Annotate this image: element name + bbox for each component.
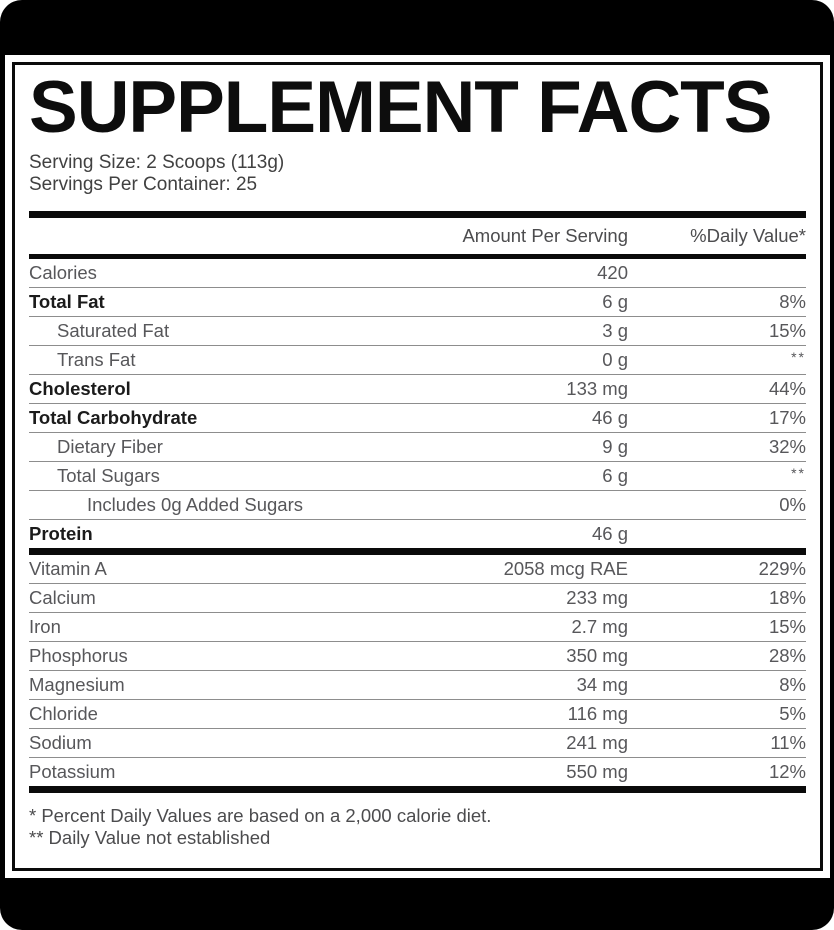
- column-header-daily-value: %Daily Value*: [690, 225, 806, 246]
- nutrient-row: Calories 420: [29, 259, 806, 288]
- nutrient-row: Total Fat 6 g 8%: [29, 288, 806, 317]
- serving-size: Serving Size: 2 Scoops (113g): [29, 152, 285, 173]
- nutrient-name: Total Sugars: [57, 465, 160, 486]
- nutrient-amount: 6 g: [602, 465, 628, 486]
- nutrient-name: Calories: [29, 262, 97, 283]
- table-header-row: Amount Per Serving %Daily Value*: [29, 218, 806, 259]
- nutrient-name: Chloride: [29, 703, 98, 724]
- nutrient-amount: 0 g: [602, 349, 628, 370]
- nutrient-name: Iron: [29, 616, 61, 637]
- nutrient-daily-value: 15%: [768, 616, 806, 637]
- nutrient-amount: 420: [597, 262, 628, 283]
- nutrient-amount: 116 mg: [567, 703, 628, 724]
- nutrient-name: Phosphorus: [29, 645, 128, 666]
- nutrient-name: Total Fat: [29, 291, 105, 312]
- nutrient-amount: 3 g: [602, 320, 628, 341]
- panel-border: SUPPLEMENT FACTS Serving Size: 2 Scoops …: [12, 62, 823, 871]
- nutrient-daily-value: 5%: [779, 703, 806, 724]
- panel-title: SUPPLEMENT FACTS: [29, 67, 772, 148]
- nutrient-daily-value: 15%: [768, 320, 806, 341]
- nutrient-name: Protein: [29, 523, 93, 544]
- nutrient-amount: 46 g: [591, 407, 628, 428]
- nutrient-daily-value: 0%: [779, 494, 806, 515]
- nutrient-name: Potassium: [29, 761, 116, 782]
- nutrient-amount: 241 mg: [566, 732, 628, 753]
- nutrient-daily-value: **: [791, 465, 806, 481]
- nutrient-amount: 9 g: [602, 436, 628, 457]
- nutrient-row: Magnesium 34 mg 8%: [29, 671, 806, 700]
- supplement-facts-panel: SUPPLEMENT FACTS Serving Size: 2 Scoops …: [5, 55, 830, 878]
- nutrient-name: Calcium: [29, 587, 96, 608]
- nutrient-row: Chloride 116 mg 5%: [29, 700, 806, 729]
- divider-top-thick: [29, 211, 806, 218]
- nutrient-daily-value: 229%: [758, 558, 806, 579]
- nutrient-row: Cholesterol 133 mg 44%: [29, 375, 806, 404]
- nutrient-row: Iron 2.7 mg 15%: [29, 613, 806, 642]
- nutrient-amount: 34 mg: [576, 674, 628, 695]
- nutrient-row: Includes 0g Added Sugars 0%: [29, 491, 806, 520]
- footnote-not-established: ** Daily Value not established: [29, 827, 271, 848]
- servings-per-container: Servings Per Container: 25: [29, 173, 258, 195]
- nutrient-daily-value: 8%: [779, 291, 806, 312]
- nutrient-row: Trans Fat 0 g **: [29, 346, 806, 375]
- nutrient-row: Sodium 241 mg 11%: [29, 729, 806, 758]
- nutrient-row: Saturated Fat 3 g 15%: [29, 317, 806, 346]
- nutrient-name: Dietary Fiber: [57, 436, 163, 457]
- nutrient-daily-value: 44%: [768, 378, 806, 399]
- nutrient-daily-value: 11%: [770, 732, 806, 753]
- nutrient-name: Cholesterol: [29, 378, 131, 399]
- nutrient-amount: 133 mg: [566, 378, 628, 399]
- nutrient-row: Dietary Fiber 9 g 32%: [29, 433, 806, 462]
- nutrient-daily-value: 17%: [768, 407, 806, 428]
- nutrient-amount: 6 g: [602, 291, 628, 312]
- footnote-daily-values: * Percent Daily Values are based on a 2,…: [29, 805, 492, 826]
- nutrient-amount: 350 mg: [566, 645, 628, 666]
- nutrient-name: Magnesium: [29, 674, 125, 695]
- nutrient-name: Saturated Fat: [57, 320, 170, 341]
- nutrient-amount: 550 mg: [566, 761, 628, 782]
- nutrient-name: Includes 0g Added Sugars: [87, 494, 303, 515]
- nutrient-row: Calcium 233 mg 18%: [29, 584, 806, 613]
- nutrient-amount: 46 g: [591, 523, 628, 544]
- nutrient-daily-value: 32%: [768, 436, 806, 457]
- serving-info: Serving Size: 2 Scoops (113g) Servings P…: [29, 152, 806, 195]
- nutrient-daily-value: 18%: [768, 587, 806, 608]
- nutrient-row: Total Sugars 6 g **: [29, 462, 806, 491]
- nutrient-row: Potassium 550 mg 12%: [29, 758, 806, 793]
- nutrient-daily-value: **: [791, 349, 806, 365]
- nutrient-row: Vitamin A 2058 mcg RAE 229%: [29, 555, 806, 584]
- nutrient-row: Total Carbohydrate 46 g 17%: [29, 404, 806, 433]
- nutrient-amount: 2058 mcg RAE: [503, 558, 628, 579]
- nutrient-name: Sodium: [29, 732, 92, 753]
- nutrient-name: Vitamin A: [29, 558, 107, 579]
- nutrient-daily-value: 28%: [768, 645, 806, 666]
- footnotes: * Percent Daily Values are based on a 2,…: [29, 805, 806, 849]
- nutrient-daily-value: 8%: [779, 674, 806, 695]
- nutrient-amount: 233 mg: [566, 587, 628, 608]
- nutrient-table: Calories 420 Total Fat 6 g 8% Saturated Fat 3 …: [29, 259, 806, 793]
- nutrient-row: Phosphorus 350 mg 28%: [29, 642, 806, 671]
- column-header-amount-per-serving: Amount Per Serving: [462, 225, 628, 246]
- nutrient-row: Protein 46 g: [29, 520, 806, 555]
- nutrient-name: Total Carbohydrate: [29, 407, 198, 428]
- nutrient-amount: 2.7 mg: [571, 616, 628, 637]
- nutrient-daily-value: 12%: [768, 761, 806, 782]
- nutrient-name: Trans Fat: [57, 349, 136, 370]
